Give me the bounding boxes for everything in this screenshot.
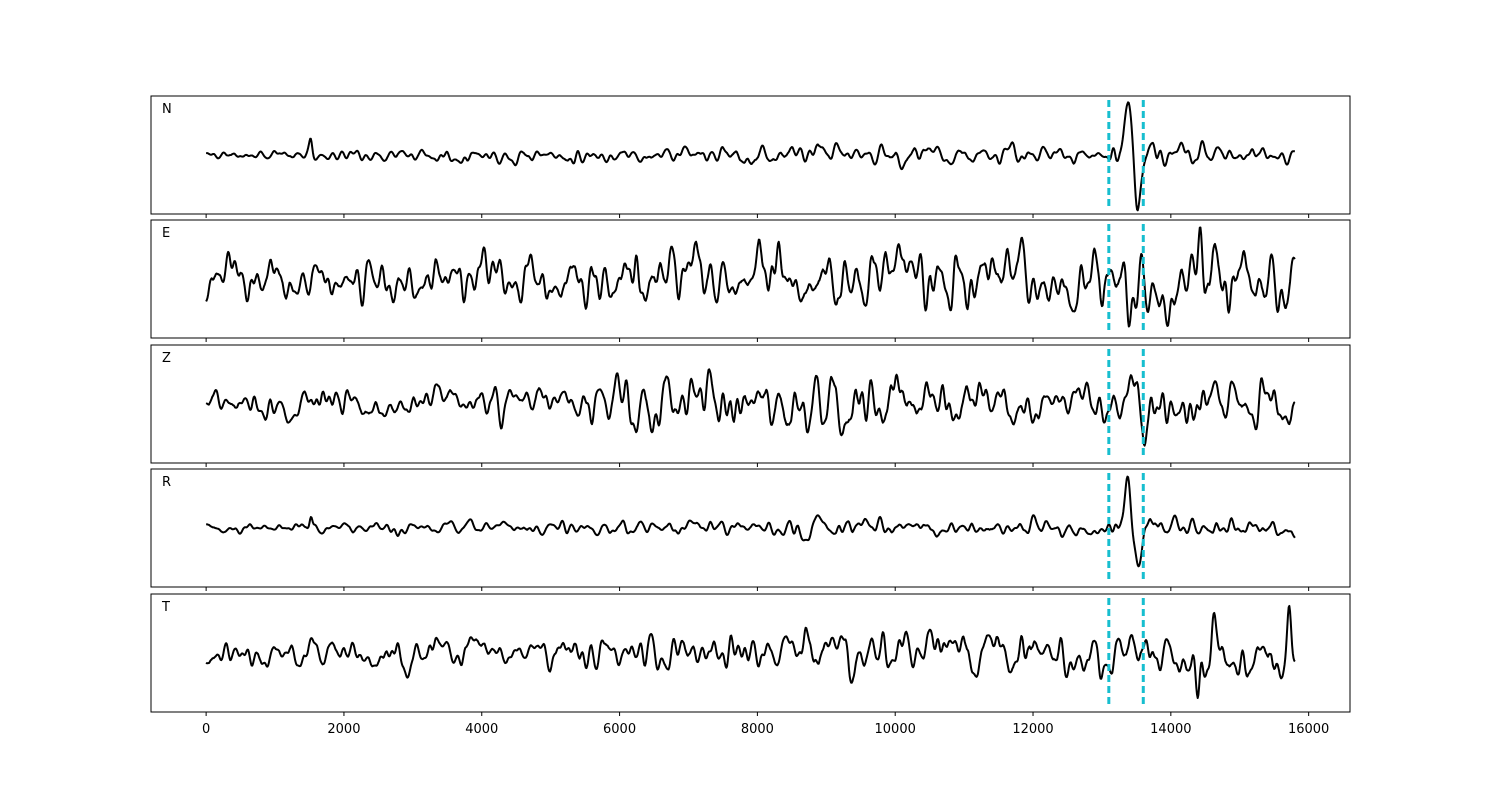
panel-e: E bbox=[150, 219, 1351, 342]
panel-frame bbox=[150, 95, 1351, 215]
x-tick-label: 6000 bbox=[603, 722, 636, 737]
x-tick-label: 16000 bbox=[1288, 722, 1329, 737]
panel-n: N bbox=[150, 95, 1351, 218]
panel-t: T bbox=[150, 593, 1351, 716]
trace-t bbox=[205, 604, 1296, 700]
trace-n bbox=[205, 101, 1296, 212]
panel-label-r: R bbox=[162, 475, 171, 490]
x-tick-label: 2000 bbox=[327, 722, 360, 737]
x-tick-label: 10000 bbox=[875, 722, 916, 737]
panel-frame bbox=[150, 593, 1351, 713]
trace-r bbox=[205, 475, 1296, 568]
x-tick-label: 12000 bbox=[1012, 722, 1053, 737]
panel-z: Z bbox=[150, 344, 1351, 467]
panel-label-t: T bbox=[161, 600, 170, 615]
x-tick-label: 4000 bbox=[465, 722, 498, 737]
x-tick-label: 0 bbox=[202, 722, 210, 737]
panel-r: R bbox=[150, 468, 1351, 591]
trace-z bbox=[205, 368, 1296, 447]
panel-frame bbox=[150, 219, 1351, 339]
trace-e bbox=[205, 226, 1296, 328]
x-tick-label: 14000 bbox=[1150, 722, 1191, 737]
panel-label-e: E bbox=[162, 226, 170, 241]
x-tick-label: 8000 bbox=[741, 722, 774, 737]
panel-frame bbox=[150, 468, 1351, 588]
panel-label-n: N bbox=[162, 102, 172, 117]
panel-label-z: Z bbox=[162, 351, 171, 366]
panel-frame bbox=[150, 344, 1351, 464]
